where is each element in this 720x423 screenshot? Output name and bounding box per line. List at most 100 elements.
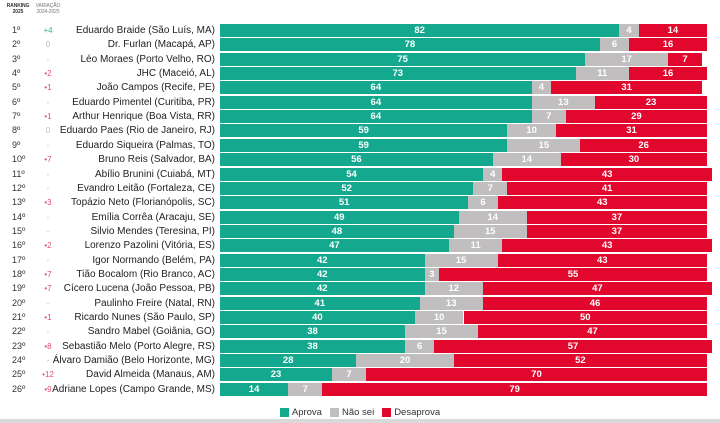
rank-label: 8º <box>12 125 21 136</box>
category-label: Adriane Lopes (Campo Grande, MS) <box>52 383 215 395</box>
rank-label: 6º <box>12 96 21 107</box>
bar-nao-sei: 3 <box>424 267 440 281</box>
rank-label: 4º <box>12 68 21 79</box>
bar-desaprova: 29 <box>565 110 707 124</box>
bar-desaprova: 50 <box>463 311 707 324</box>
chart-row: 13º •3 Topázio Neto (Florianópolis, SC) 51 6… <box>0 196 720 210</box>
rank-label: 25º <box>12 369 26 380</box>
bar-aprova: 28 <box>220 354 357 368</box>
bar-nao-sei: 10 <box>507 124 557 138</box>
chart-row: 24º - Álvaro Damião (Belo Horizonte, MG) 28… <box>0 354 720 368</box>
variation-label: - <box>46 226 50 236</box>
rank-label: 3º <box>12 53 21 64</box>
bar-desaprova: 79 <box>322 382 707 396</box>
chart-row: 8º 0 Eduardo Paes (Rio de Janeiro, RJ) 59 10… <box>0 124 720 138</box>
category-label: Igor Normando (Belém, PA) <box>92 254 215 266</box>
variation-label: •2 <box>44 241 52 251</box>
bar-nao-sei: 7 <box>288 382 323 396</box>
rank-label: 7º <box>12 111 21 122</box>
bar-aprova: 38 <box>220 325 406 339</box>
bar-nao-sei: 20 <box>356 354 454 368</box>
category-label: Álvaro Damião (Belo Horizonte, MG) <box>52 355 215 367</box>
bar-desaprova: 43 <box>497 196 707 210</box>
rank-label: 22º <box>12 326 26 337</box>
category-label: Lorenzo Pazolini (Vitória, ES) <box>84 240 215 252</box>
bar-aprova: 64 <box>220 110 532 124</box>
variation-label: •9 <box>44 384 52 394</box>
chart-row: 2º 0 Dr. Furlan (Macapá, AP) 78 6 16 <box>0 38 720 52</box>
variation-label: •1 <box>44 313 52 322</box>
bar-aprova: 48 <box>220 224 454 238</box>
category-label: Evandro Leitão (Fortaleza, CE) <box>77 182 215 194</box>
bar-nao-sei: 12 <box>424 282 483 296</box>
category-label: Emília Corrêa (Aracaju, SE) <box>91 211 215 223</box>
category-label: Silvio Mendes (Teresina, PI) <box>90 225 216 237</box>
bar-aprova: 23 <box>220 368 332 382</box>
bar-nao-sei: 14 <box>458 210 527 224</box>
bar-nao-sei: 15 <box>507 138 581 152</box>
bar-desaprova: 37 <box>526 210 707 224</box>
bar-aprova: 40 <box>220 311 415 324</box>
variation-header-line2: 2024-2025 <box>36 9 60 15</box>
bar-desaprova: 31 <box>551 81 703 95</box>
legend-swatch-nao-sei <box>329 408 339 417</box>
category-label: JHC (Maceió, AL) <box>136 68 215 80</box>
chart-row: 15º - Silvio Mendes (Teresina, PI) 48 15 37 <box>0 224 720 238</box>
bar-nao-sei: 15 <box>453 224 527 238</box>
rank-label: 15º <box>12 225 26 236</box>
rank-label: 13º <box>12 197 26 208</box>
bar-desaprova: 57 <box>434 339 712 353</box>
footer-divider <box>0 419 720 423</box>
bar-nao-sei: 6 <box>599 38 630 52</box>
rank-label: 24º <box>12 355 26 366</box>
bar-aprova: 47 <box>220 239 449 253</box>
chart-row: 16º •2 Lorenzo Pazolini (Vitória, ES) 47 11 4… <box>0 239 720 253</box>
bar-aprova: 42 <box>220 282 425 296</box>
rank-label: 21º <box>12 312 26 322</box>
bar-aprova: 78 <box>220 38 600 52</box>
category-label: Paulinho Freire (Natal, RN) <box>94 297 215 309</box>
rank-label: 11º <box>12 168 25 179</box>
chart-row: 12º - Evandro Leitão (Fortaleza, CE) 52 7 41 <box>0 181 720 195</box>
variation-label: - <box>46 97 50 107</box>
legend-label-desaprova: Desaprova <box>394 407 441 418</box>
category-label: Abílio Brunini (Cuiabá, MT) <box>94 168 215 180</box>
chart-row: 10º •7 Bruno Reis (Salvador, BA) 56 14 30 <box>0 153 720 167</box>
chart-row: 19º •7 Cícero Lucena (João Pessoa, PB) 42 12… <box>0 282 720 296</box>
bar-nao-sei: 13 <box>419 296 483 310</box>
bar-aprova: 64 <box>220 81 532 95</box>
category-label: Cícero Lucena (João Pessoa, PB) <box>63 283 215 295</box>
variation-label: •1 <box>44 112 52 122</box>
variation-label: - <box>46 255 50 265</box>
bar-desaprova: 43 <box>497 253 707 267</box>
variation-label: - <box>46 183 50 193</box>
chart-row: 14º - Emília Corrêa (Aracaju, SE) 49 14 37 <box>0 210 720 224</box>
bar-desaprova: 16 <box>629 67 707 81</box>
bar-desaprova: 55 <box>439 267 707 281</box>
bar-desaprova: 26 <box>580 138 707 152</box>
variation-label: 0 <box>45 40 51 50</box>
chart-row: 3º - Léo Moraes (Porto Velho, RO) 75 17 7 <box>0 52 720 66</box>
bar-aprova: 42 <box>220 253 425 267</box>
legend-item-desaprova: Desaprova <box>382 407 440 418</box>
bar-desaprova: 37 <box>526 224 707 238</box>
variation-label: +4 <box>43 26 53 35</box>
bar-aprova: 59 <box>220 138 508 152</box>
category-label: Sandro Mabel (Goiânia, GO) <box>87 326 215 338</box>
bar-desaprova: 14 <box>638 24 707 37</box>
variation-label: - <box>46 356 50 366</box>
chart-row: 23º •8 Sebastião Melo (Porto Alegre, RS) 38… <box>0 339 720 353</box>
bar-aprova: 54 <box>220 167 483 181</box>
legend-item-nao-sei: Não sei <box>329 407 374 418</box>
category-label: Ricardo Nunes (São Paulo, SP) <box>74 312 215 323</box>
chart-row: 25º •12 David Almeida (Manaus, AM) 23 7 70 <box>0 368 720 382</box>
variation-label: 0 <box>45 126 51 136</box>
bar-desaprova: 16 <box>629 38 707 52</box>
category-label: Tião Bocalom (Rio Branco, AC) <box>76 268 215 280</box>
bar-aprova: 14 <box>220 382 289 396</box>
chart-row: 26º •9 Adriane Lopes (Campo Grande, MS) 14 7… <box>0 382 720 396</box>
variation-header-line1: VARIAÇÃO <box>35 3 61 9</box>
bar-desaprova: 43 <box>502 167 712 181</box>
bar-aprova: 51 <box>220 196 469 210</box>
bar-aprova: 38 <box>220 339 406 353</box>
